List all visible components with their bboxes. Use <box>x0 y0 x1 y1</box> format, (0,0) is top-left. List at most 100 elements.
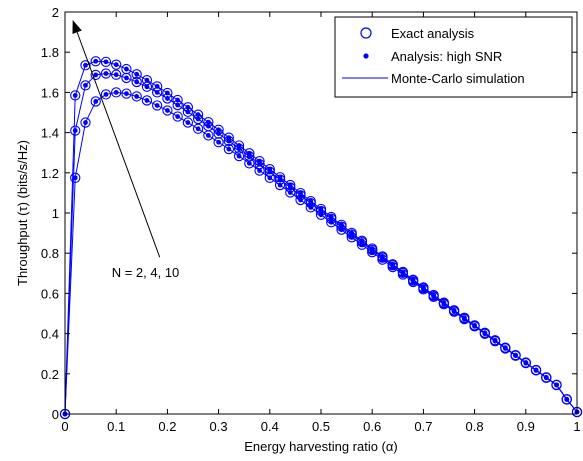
series-2-exact-point <box>90 56 101 67</box>
legend-label-exact-analysis: Exact analysis <box>391 26 475 41</box>
x-tick-label: 0 <box>61 419 68 434</box>
series-2-highsnr-point <box>543 375 549 380</box>
series-0-highsnr-point <box>134 94 140 99</box>
x-tick-label: 0.8 <box>466 419 484 434</box>
series-1-exact-point <box>131 76 142 88</box>
x-tick-label: 1 <box>573 419 580 434</box>
series-2-exact-point <box>223 132 234 143</box>
series-2-highsnr-point <box>533 367 539 373</box>
legend-label-high-snr: Analysis: high SNR <box>391 49 502 64</box>
series-2-highsnr-point <box>461 315 467 321</box>
series-2-exact-point <box>520 357 531 368</box>
series-0-highsnr-point <box>83 120 88 125</box>
series-2-exact-point <box>100 56 112 67</box>
y-tick-label: 1 <box>52 206 59 221</box>
series-2-highsnr-point <box>421 284 426 290</box>
series-2-highsnr-point <box>205 119 211 125</box>
series-1-highsnr-point <box>144 84 150 90</box>
series-2-exact-point <box>285 179 296 191</box>
series-0-exact-point <box>244 158 255 169</box>
series-2-highsnr-point <box>216 127 222 133</box>
series-2-highsnr-point <box>451 307 457 313</box>
series-0-highsnr-point <box>165 108 170 113</box>
series-2-highsnr-point <box>226 135 232 141</box>
series-1-highsnr-point <box>134 79 140 85</box>
series-2-highsnr-point <box>257 158 262 164</box>
x-tick-label: 0.6 <box>363 419 381 434</box>
series-2-exact-point <box>274 172 286 183</box>
y-tick-label: 1.6 <box>41 85 59 100</box>
y-tick-label: 1.8 <box>41 45 59 60</box>
series-2-highsnr-point <box>441 300 447 306</box>
series-2-exact-point <box>264 164 275 175</box>
series-2-highsnr-point <box>523 360 529 365</box>
series-2-highsnr-point <box>513 352 518 358</box>
annotation: N = 2, 4, 10 <box>72 20 179 280</box>
series-0-highsnr-point <box>175 114 181 119</box>
series-2-exact-point <box>561 394 572 405</box>
series-0-exact-point <box>152 100 163 111</box>
series-2-highsnr-point <box>472 322 477 328</box>
series-1-exact-point <box>80 80 91 91</box>
series-2-highsnr-point <box>267 166 273 172</box>
series-0-highsnr-point <box>226 146 232 152</box>
series-2-exact-point <box>438 297 450 308</box>
series-2-exact-point <box>510 349 521 361</box>
series-0-exact-point <box>233 150 245 162</box>
series-0-exact-point <box>80 117 91 128</box>
series-0-highsnr-point <box>113 90 119 95</box>
series-0-exact-point <box>172 111 183 122</box>
ticks-layer: 0 0.1 0.2 0.3 0.4 0.5 0.6 0.7 0.8 0.9 1 0 0.2 0.4 0.6 0… <box>41 5 581 434</box>
series-2-exact-point <box>295 187 306 199</box>
series-2-exact-point <box>541 372 552 383</box>
series-2-highsnr-point <box>113 62 119 68</box>
series-2-exact-point <box>377 251 388 262</box>
series-2-exact-point <box>346 227 357 239</box>
series-0-exact-point <box>162 105 173 116</box>
y-tick-label: 1.4 <box>41 126 59 141</box>
series-0-highsnr-point <box>144 98 150 103</box>
series-0-exact-point <box>213 137 224 148</box>
series-2-exact-point <box>408 274 419 285</box>
series-layer <box>59 56 583 420</box>
y-tick-label: 0.2 <box>41 367 59 382</box>
series-2-exact-point <box>479 327 490 338</box>
series-2-highsnr-point <box>298 190 303 196</box>
series-2-exact-point <box>356 235 368 246</box>
series-0-highsnr-point <box>124 91 129 97</box>
series-0-exact-point <box>182 117 194 128</box>
series-2-highsnr-point <box>369 246 375 251</box>
series-2-highsnr-point <box>400 269 406 275</box>
series-2-highsnr-point <box>236 143 242 148</box>
series-2-exact-point <box>244 148 255 159</box>
y-tick-label: 1.2 <box>41 166 59 181</box>
series-2-exact-point <box>367 243 378 254</box>
series-1-highsnr-point <box>205 123 211 129</box>
y-tick-label: 0.6 <box>41 286 59 301</box>
series-0-highsnr-point <box>216 139 222 145</box>
series-0-highsnr-point <box>93 99 99 104</box>
annotation-arrow <box>76 32 161 258</box>
x-tick-label: 0.9 <box>517 419 535 434</box>
series-2-exact-point <box>203 116 214 128</box>
series-2-exact-point <box>131 69 142 80</box>
series-0-highsnr-point <box>236 153 242 159</box>
series-2-highsnr-point <box>83 62 88 68</box>
series-1-exact-point <box>90 69 101 81</box>
series-2-exact-point <box>448 305 460 316</box>
series-2-highsnr-point <box>72 93 78 98</box>
y-tick-label: 0 <box>52 407 59 422</box>
series-2-highsnr-point <box>246 150 252 156</box>
series-2-highsnr-point <box>390 261 396 267</box>
series-2-exact-point <box>336 219 347 231</box>
y-tick-label: 0.4 <box>41 327 59 342</box>
series-0-exact-point <box>131 91 142 102</box>
y-axis-label: Throughput (τ) (bits/s/Hz) <box>15 140 30 286</box>
series-2-highsnr-point <box>339 222 344 228</box>
series-2-exact-point <box>551 379 562 391</box>
series-0-exact-point <box>90 96 101 107</box>
series-0-exact-point <box>121 88 132 99</box>
series-2-exact-point <box>141 74 153 86</box>
series-2-exact-point <box>162 87 173 99</box>
series-0-highsnr-point <box>154 103 160 108</box>
